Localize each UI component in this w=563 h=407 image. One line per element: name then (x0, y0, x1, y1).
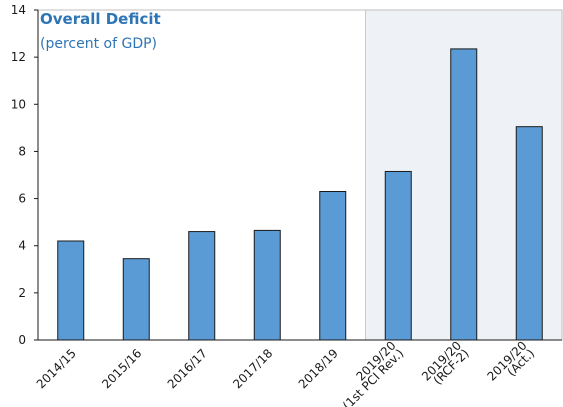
y-tick-label: 0 (18, 333, 26, 347)
bar (188, 231, 216, 341)
bar (253, 229, 281, 341)
bar (515, 126, 543, 341)
x-tick-label: 2016/17 (165, 346, 210, 391)
y-tick-label: 6 (18, 192, 26, 206)
y-tick-label: 12 (11, 50, 26, 64)
chart-title: Overall Deficit (40, 10, 161, 28)
bar (122, 258, 150, 341)
x-tick-label-line: 2016/17 (165, 346, 210, 391)
x-tick-label: 2017/18 (230, 346, 275, 391)
y-tick-label: 14 (11, 3, 26, 17)
y-tick-label: 2 (18, 286, 26, 300)
x-tick-label-line: 2018/19 (296, 346, 341, 391)
x-tick-label-line: 2014/15 (34, 346, 79, 391)
bar (450, 48, 478, 341)
bar (57, 240, 85, 341)
bar (384, 170, 412, 341)
bar (319, 191, 347, 341)
chart-subtitle: (percent of GDP) (40, 36, 157, 52)
x-tick-label: 2019/20(RCF-2) (419, 338, 472, 391)
x-tick-label: 2019/20(1st PCI Rev.) (332, 338, 406, 407)
x-tick-label: 2018/19 (296, 346, 341, 391)
x-tick-label: 2019/20(Act.) (484, 338, 537, 391)
y-tick-label: 10 (11, 97, 26, 111)
x-tick-label: 2015/16 (99, 346, 144, 391)
y-tick-label: 8 (18, 144, 26, 158)
y-tick-label: 4 (18, 239, 26, 253)
x-tick-label: 2014/15 (34, 346, 79, 391)
x-tick-label-line: 2015/16 (99, 346, 144, 391)
x-tick-label-line: 2017/18 (230, 346, 275, 391)
